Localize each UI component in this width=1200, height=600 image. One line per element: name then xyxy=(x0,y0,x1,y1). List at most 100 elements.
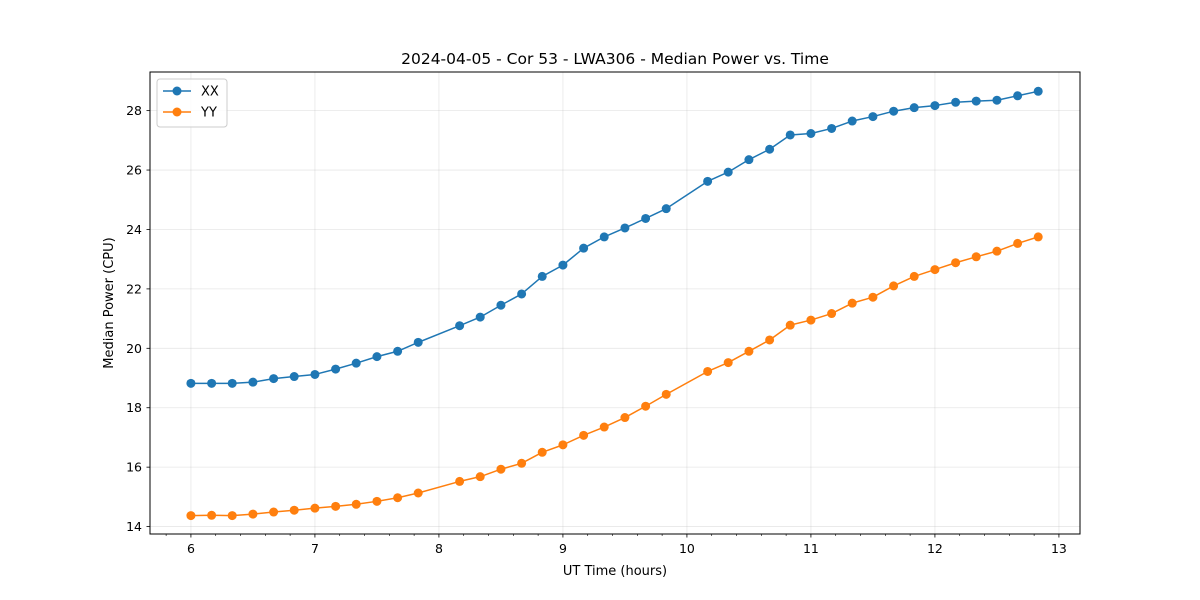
axes: 6 7 8 9 10 11 12 13 14 16 18 20 22 24 26 28 xyxy=(126,103,1067,556)
data-point-xx xyxy=(455,321,465,331)
data-point-yy xyxy=(310,503,320,513)
data-point-yy xyxy=(248,509,258,519)
y-tick-label: 28 xyxy=(126,103,142,118)
data-point-yy xyxy=(207,510,217,520)
data-point-yy xyxy=(475,472,485,482)
data-point-yy xyxy=(992,246,1002,256)
data-point-yy xyxy=(517,458,527,468)
data-point-yy xyxy=(930,265,940,275)
data-point-yy xyxy=(889,281,899,291)
data-point-yy xyxy=(1033,232,1043,242)
data-point-yy xyxy=(723,358,733,368)
data-point-xx xyxy=(599,232,609,242)
data-point-xx xyxy=(827,123,837,133)
data-point-xx xyxy=(703,176,713,186)
data-point-xx xyxy=(744,155,754,165)
legend-entry-xx: XX xyxy=(163,85,219,100)
x-tick-label: 6 xyxy=(187,541,195,556)
data-point-xx xyxy=(310,369,320,379)
y-tick-label: 20 xyxy=(126,341,142,356)
data-point-xx xyxy=(393,346,403,356)
data-point-yy xyxy=(703,366,713,376)
chart-title: 2024-04-05 - Cor 53 - LWA306 - Median Po… xyxy=(401,50,829,68)
data-point-xx xyxy=(723,167,733,177)
data-point-xx xyxy=(641,213,651,223)
series-layer xyxy=(186,86,1043,521)
data-point-xx xyxy=(207,378,217,388)
data-point-xx xyxy=(806,129,816,139)
data-point-yy xyxy=(372,496,382,506)
data-point-xx xyxy=(517,289,527,299)
data-point-xx xyxy=(351,358,361,368)
data-point-xx xyxy=(289,372,299,382)
data-point-yy xyxy=(909,271,919,281)
data-point-xx xyxy=(579,243,589,253)
data-point-yy xyxy=(269,507,279,517)
data-point-xx xyxy=(930,101,940,111)
legend-marker-yy xyxy=(172,107,182,117)
data-point-yy xyxy=(351,499,361,509)
data-point-yy xyxy=(579,430,589,440)
data-point-yy xyxy=(827,309,837,319)
data-point-xx xyxy=(413,337,423,347)
legend: XX YY xyxy=(156,78,228,128)
y-tick-label: 14 xyxy=(126,519,142,534)
data-point-xx xyxy=(186,378,196,388)
data-point-yy xyxy=(744,346,754,356)
x-tick-label: 7 xyxy=(311,541,319,556)
x-tick-label: 12 xyxy=(927,541,943,556)
data-point-yy xyxy=(868,292,878,302)
series-line-xx xyxy=(190,90,1039,385)
y-tick-label: 16 xyxy=(126,460,142,475)
data-point-xx xyxy=(951,97,961,107)
legend-label-yy: YY xyxy=(200,106,217,121)
data-point-xx xyxy=(372,352,382,362)
data-point-xx xyxy=(475,312,485,322)
data-point-xx xyxy=(496,300,506,310)
y-tick-label: 24 xyxy=(126,222,142,237)
x-tick-label: 10 xyxy=(679,541,695,556)
data-point-yy xyxy=(765,335,775,345)
data-point-yy xyxy=(951,258,961,268)
legend-marker-xx xyxy=(172,86,182,96)
legend-entry-yy: YY xyxy=(163,106,217,121)
data-point-xx xyxy=(785,130,795,140)
data-point-xx xyxy=(661,204,671,214)
data-point-yy xyxy=(847,298,857,308)
data-point-xx xyxy=(1033,86,1043,96)
data-point-yy xyxy=(227,511,237,521)
data-point-xx xyxy=(971,96,981,106)
data-point-yy xyxy=(393,493,403,503)
data-point-xx xyxy=(868,112,878,122)
legend-label-xx: XX xyxy=(201,85,219,100)
data-point-yy xyxy=(413,488,423,498)
plot-frame xyxy=(149,71,1081,535)
data-point-xx xyxy=(620,223,630,233)
data-point-yy xyxy=(971,252,981,262)
data-point-yy xyxy=(331,501,341,511)
data-point-yy xyxy=(641,401,651,411)
x-tick-label: 11 xyxy=(803,541,819,556)
data-point-xx xyxy=(889,106,899,116)
data-point-xx xyxy=(269,374,279,384)
data-point-xx xyxy=(248,377,258,387)
data-point-yy xyxy=(289,505,299,515)
series-line-yy xyxy=(190,236,1039,517)
data-point-yy xyxy=(1013,238,1023,248)
data-point-xx xyxy=(537,271,547,281)
data-point-yy xyxy=(661,389,671,399)
data-point-yy xyxy=(785,320,795,330)
data-point-xx xyxy=(331,364,341,374)
x-tick-label: 13 xyxy=(1051,541,1067,556)
data-point-xx xyxy=(1013,91,1023,101)
grid xyxy=(150,72,1080,534)
data-point-xx xyxy=(909,103,919,113)
data-point-xx xyxy=(227,378,237,388)
data-point-xx xyxy=(992,95,1002,105)
data-point-yy xyxy=(599,422,609,432)
y-tick-label: 26 xyxy=(126,163,142,178)
data-point-yy xyxy=(496,464,506,474)
x-tick-label: 9 xyxy=(559,541,567,556)
data-point-yy xyxy=(186,511,196,521)
